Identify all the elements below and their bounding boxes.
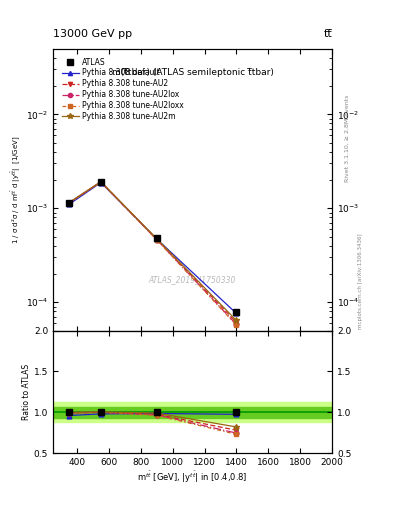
Line: Pythia 8.308 tune-AU2: Pythia 8.308 tune-AU2 — [66, 179, 239, 325]
Line: Pythia 8.308 default: Pythia 8.308 default — [66, 180, 239, 316]
Pythia 8.308 tune-AU2 — [234, 319, 239, 326]
Pythia 8.308 default — [67, 201, 72, 207]
Line: Pythia 8.308 tune-AU2lox: Pythia 8.308 tune-AU2lox — [66, 179, 239, 327]
X-axis label: m$^{t\bar{t}}$ [GeV], |y$^{t\bar{t}}$| in [0.4,0.8]: m$^{t\bar{t}}$ [GeV], |y$^{t\bar{t}}$| i… — [138, 470, 248, 485]
Pythia 8.308 default — [234, 310, 239, 316]
Pythia 8.308 tune-AU2m — [67, 200, 72, 206]
Line: Pythia 8.308 tune-AU2m: Pythia 8.308 tune-AU2m — [66, 179, 240, 324]
Pythia 8.308 tune-AU2lox — [234, 322, 239, 328]
Pythia 8.308 tune-AU2m — [234, 317, 239, 324]
Pythia 8.308 tune-AU2loxx — [154, 237, 159, 243]
Pythia 8.308 tune-AU2 — [99, 179, 103, 185]
Text: m(t̅tbar) (ATLAS semileptonic t̅tbar): m(t̅tbar) (ATLAS semileptonic t̅tbar) — [112, 69, 274, 77]
Y-axis label: Ratio to ATLAS: Ratio to ATLAS — [22, 364, 31, 420]
Pythia 8.308 tune-AU2loxx — [99, 179, 103, 185]
Pythia 8.308 tune-AU2loxx — [67, 200, 72, 206]
Pythia 8.308 tune-AU2 — [154, 236, 159, 242]
Y-axis label: 1 / σ d²σ / d m$^{t\bar{t}}$ d |y$^{t\bar{t}}$|  [1/GeV]: 1 / σ d²σ / d m$^{t\bar{t}}$ d |y$^{t\ba… — [10, 135, 24, 244]
Pythia 8.308 tune-AU2 — [67, 200, 72, 206]
Text: 13000 GeV pp: 13000 GeV pp — [53, 29, 132, 39]
Text: tt̅: tt̅ — [323, 29, 332, 39]
Text: ATLAS_2019_I1750330: ATLAS_2019_I1750330 — [149, 275, 236, 284]
Pythia 8.308 default — [99, 180, 103, 186]
Pythia 8.308 tune-AU2m — [99, 179, 103, 185]
Pythia 8.308 tune-AU2lox — [67, 200, 72, 206]
Pythia 8.308 tune-AU2lox — [154, 237, 159, 243]
Bar — [53, 407, 332, 418]
Text: mcplots.cern.ch [arXiv:1306.3436]: mcplots.cern.ch [arXiv:1306.3436] — [358, 234, 364, 329]
Line: Pythia 8.308 tune-AU2loxx: Pythia 8.308 tune-AU2loxx — [67, 180, 239, 327]
Pythia 8.308 tune-AU2m — [154, 236, 159, 242]
Bar — [53, 402, 332, 422]
Pythia 8.308 default — [154, 236, 159, 242]
Pythia 8.308 tune-AU2loxx — [234, 322, 239, 328]
Legend: ATLAS, Pythia 8.308 default, Pythia 8.308 tune-AU2, Pythia 8.308 tune-AU2lox, Py: ATLAS, Pythia 8.308 default, Pythia 8.30… — [60, 55, 186, 123]
Pythia 8.308 tune-AU2lox — [99, 179, 103, 185]
Text: Rivet 3.1.10, ≥ 2.8M events: Rivet 3.1.10, ≥ 2.8M events — [345, 95, 350, 182]
